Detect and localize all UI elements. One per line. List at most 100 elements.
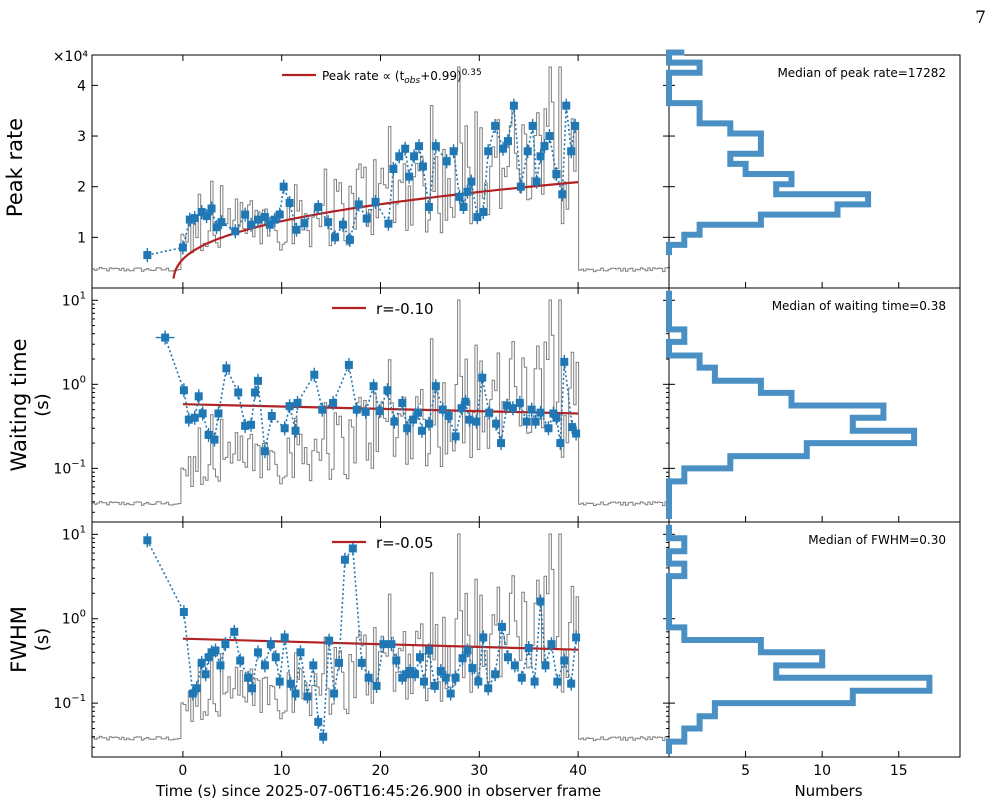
data-point-waiting bbox=[222, 361, 231, 376]
ytick-label-peak: 4 bbox=[77, 78, 86, 94]
data-point-waiting bbox=[431, 379, 440, 394]
data-point-fwhm bbox=[503, 650, 512, 665]
data-point-fwhm bbox=[192, 681, 201, 696]
data-point-peak bbox=[401, 141, 410, 156]
data-point-fwhm bbox=[280, 630, 289, 645]
ylabel-peak: Peak rate bbox=[3, 118, 27, 217]
data-point-fwhm bbox=[424, 643, 433, 658]
data-marker-peak bbox=[275, 210, 284, 219]
data-marker-fwhm bbox=[188, 689, 197, 698]
data-point-fwhm bbox=[230, 624, 239, 639]
data-point-fwhm bbox=[524, 641, 533, 656]
histogram-peak bbox=[666, 49, 872, 256]
data-marker-waiting bbox=[291, 426, 300, 435]
data-marker-peak bbox=[401, 144, 410, 153]
data-marker-fwhm bbox=[474, 677, 483, 686]
histogram-waiting bbox=[666, 290, 918, 519]
data-marker-waiting bbox=[344, 360, 353, 369]
data-point-waiting bbox=[527, 402, 536, 417]
data-point-waiting bbox=[552, 410, 561, 425]
data-marker-peak bbox=[499, 144, 508, 153]
data-point-peak bbox=[545, 129, 554, 144]
data-marker-fwhm bbox=[216, 661, 225, 670]
data-marker-waiting bbox=[457, 404, 466, 413]
data-marker-fwhm bbox=[479, 633, 488, 642]
data-marker-peak bbox=[324, 218, 333, 227]
data-marker-fwhm bbox=[372, 681, 381, 690]
data-point-fwhm bbox=[372, 678, 381, 693]
data-point-waiting bbox=[390, 414, 399, 429]
data-point-waiting bbox=[369, 379, 378, 394]
data-point-peak bbox=[484, 144, 493, 159]
data-marker-peak bbox=[410, 152, 419, 161]
data-point-fwhm bbox=[348, 541, 357, 556]
hist-frame-fwhm bbox=[668, 521, 961, 758]
data-marker-peak bbox=[405, 172, 414, 181]
data-marker-peak bbox=[354, 200, 363, 209]
data-marker-waiting bbox=[214, 409, 223, 418]
data-marker-fwhm bbox=[560, 656, 569, 665]
data-point-fwhm bbox=[201, 667, 210, 682]
data-marker-waiting bbox=[280, 424, 289, 433]
data-marker-fwhm bbox=[296, 648, 305, 657]
data-point-peak bbox=[491, 118, 500, 133]
data-point-peak bbox=[552, 167, 561, 182]
hist-frame-peak bbox=[668, 54, 961, 289]
data-marker-fwhm bbox=[547, 640, 556, 649]
data-point-peak bbox=[424, 199, 433, 214]
data-marker-waiting bbox=[549, 409, 558, 418]
data-marker-peak bbox=[473, 213, 482, 222]
data-marker-peak bbox=[190, 214, 199, 223]
data-point-fwhm bbox=[517, 670, 526, 685]
data-point-peak bbox=[384, 216, 393, 231]
data-marker-waiting bbox=[329, 398, 338, 407]
data-marker-peak bbox=[415, 142, 424, 151]
xtick-label: 20 bbox=[372, 763, 390, 779]
data-marker-peak bbox=[185, 215, 194, 224]
data-point-fwhm bbox=[491, 667, 500, 682]
data-marker-waiting bbox=[502, 401, 511, 410]
data-point-fwhm bbox=[286, 676, 295, 691]
data-point-peak bbox=[212, 220, 221, 235]
data-point-peak bbox=[395, 149, 404, 164]
data-marker-fwhm bbox=[319, 732, 328, 741]
data-marker-fwhm bbox=[325, 636, 334, 645]
data-marker-peak bbox=[516, 182, 525, 191]
data-marker-waiting bbox=[485, 408, 494, 417]
hist-xtick-label: 10 bbox=[813, 763, 831, 779]
legend-label-peak: Peak rate ∝ (tobs+0.99)0.35 bbox=[322, 68, 482, 86]
hist-xtick-label: 15 bbox=[890, 763, 908, 779]
data-point-fwhm bbox=[479, 630, 488, 645]
data-point-peak bbox=[449, 144, 458, 159]
data-point-peak bbox=[324, 215, 333, 230]
data-marker-waiting bbox=[310, 370, 319, 379]
data-point-peak bbox=[247, 217, 256, 232]
data-marker-waiting bbox=[478, 373, 487, 382]
data-marker-waiting bbox=[398, 398, 407, 407]
data-point-fwhm bbox=[330, 686, 339, 701]
data-marker-fwhm bbox=[541, 661, 550, 670]
data-marker-peak bbox=[528, 121, 537, 130]
data-marker-peak bbox=[558, 190, 567, 199]
data-marker-fwhm bbox=[143, 536, 152, 545]
ytick-label-fwhm: 101 bbox=[62, 524, 86, 543]
data-marker-peak bbox=[395, 152, 404, 161]
ylabel-waiting: Waiting time bbox=[7, 339, 31, 472]
data-point-fwhm bbox=[211, 643, 220, 658]
data-point-peak bbox=[202, 209, 211, 224]
data-marker-waiting bbox=[451, 432, 460, 441]
data-marker-fwhm bbox=[364, 673, 373, 682]
data-point-fwhm bbox=[179, 605, 188, 620]
data-marker-peak bbox=[442, 157, 451, 166]
data-point-peak bbox=[540, 139, 549, 154]
data-point-fwhm bbox=[536, 594, 545, 609]
data-point-fwhm bbox=[340, 552, 349, 567]
data-marker-fwhm bbox=[244, 673, 253, 682]
data-point-fwhm bbox=[271, 650, 280, 665]
data-point-fwhm bbox=[510, 658, 519, 673]
legend-label-waiting: r=-0.10 bbox=[376, 300, 434, 318]
data-point-fwhm bbox=[364, 670, 373, 685]
xtick-label: 0 bbox=[178, 763, 187, 779]
data-point-waiting bbox=[492, 416, 501, 431]
